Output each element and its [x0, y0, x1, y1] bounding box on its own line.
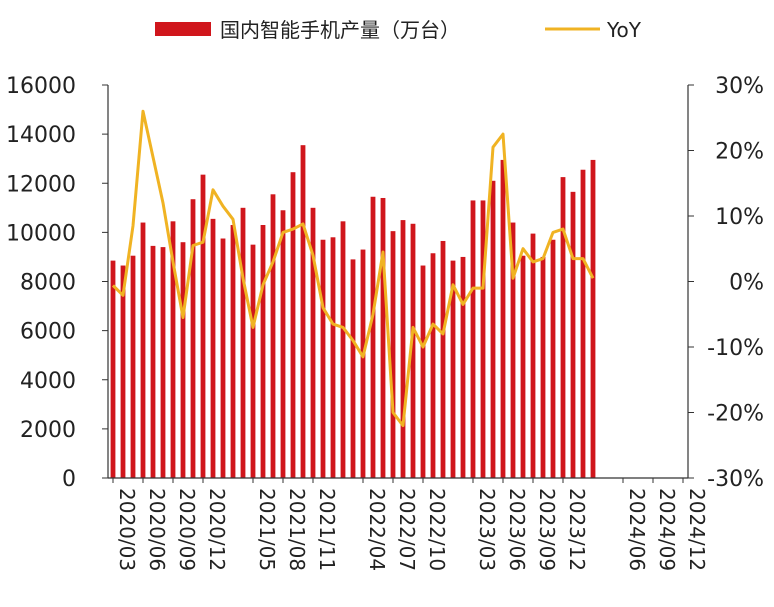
bar — [160, 247, 166, 478]
x-tick-label: 2020/12 — [205, 488, 229, 571]
bar — [390, 231, 396, 478]
bar — [210, 218, 216, 478]
x-tick-label: 2024/06 — [625, 488, 649, 571]
bar — [360, 249, 366, 478]
y-left-tick-label: 12000 — [6, 172, 76, 197]
bar — [460, 256, 466, 478]
bar — [470, 200, 476, 478]
bar — [240, 207, 246, 478]
bar — [120, 265, 126, 478]
y-left-tick-label: 10000 — [6, 221, 76, 246]
bar — [230, 225, 236, 478]
y-right-tick-label: -30% — [707, 467, 764, 492]
x-tick-label: 2020/06 — [145, 488, 169, 571]
y-left-tick-label: 0 — [62, 467, 76, 492]
bar — [550, 239, 556, 478]
bar — [350, 259, 356, 478]
bar — [590, 159, 596, 478]
x-tick-label: 2023/06 — [505, 488, 529, 571]
x-tick-label: 2023/03 — [475, 488, 499, 571]
bar — [220, 238, 226, 478]
bar — [410, 223, 416, 478]
bars-group — [110, 145, 596, 479]
bar — [400, 220, 406, 478]
yoy-line — [111, 109, 595, 428]
yoy-line-group — [111, 109, 595, 428]
y-left-tick-label: 8000 — [20, 271, 76, 296]
bar — [280, 210, 286, 479]
x-tick-label: 2024/09 — [655, 488, 679, 571]
y-left-tick-label: 14000 — [6, 123, 76, 148]
bar — [520, 255, 526, 478]
bar — [500, 159, 506, 478]
x-tick-label: 2023/09 — [535, 488, 559, 571]
y-left-tick-label: 2000 — [20, 418, 76, 443]
x-tick-label: 2020/03 — [115, 488, 139, 571]
bar — [260, 225, 266, 478]
x-tick-label: 2021/05 — [255, 488, 279, 571]
x-tick-label: 2022/07 — [395, 488, 419, 571]
bar — [170, 221, 176, 478]
bar — [370, 196, 376, 478]
y-left-tick-label: 16000 — [6, 74, 76, 99]
bar — [270, 194, 276, 478]
bar — [320, 239, 326, 478]
y-right-tick-label: 20% — [715, 140, 764, 165]
bar — [310, 207, 316, 478]
bar — [330, 237, 336, 478]
x-tick-label: 2021/08 — [285, 488, 309, 571]
y-right-tick-label: -20% — [707, 402, 764, 427]
bar — [580, 169, 586, 478]
bar — [450, 260, 456, 478]
bar — [340, 221, 346, 478]
y-right-tick-label: -10% — [707, 336, 764, 361]
bar — [560, 177, 566, 478]
x-tick-label: 2024/12 — [685, 488, 709, 571]
legend-label-production: 国内智能手机产量（万台） — [220, 18, 460, 42]
x-tick-label: 2021/11 — [315, 488, 339, 571]
bar — [250, 244, 256, 478]
y-left-tick-label: 6000 — [20, 320, 76, 345]
bar — [540, 256, 546, 478]
x-tick-label: 2020/09 — [175, 488, 199, 571]
bar — [380, 197, 386, 479]
x-tick-label: 2022/10 — [425, 488, 449, 571]
bar — [300, 145, 306, 478]
bar — [490, 180, 496, 478]
bar — [200, 174, 206, 478]
bar — [130, 255, 136, 478]
bar — [180, 242, 186, 478]
bar — [150, 245, 156, 478]
bar — [110, 260, 116, 478]
bar — [290, 172, 296, 478]
y-right-tick-label: 10% — [715, 205, 764, 230]
bar — [530, 233, 536, 478]
bar — [420, 265, 426, 478]
y-right-tick-label: 0% — [729, 271, 764, 296]
y-right-tick-label: 30% — [715, 74, 764, 99]
bar — [480, 200, 486, 478]
bar — [190, 199, 196, 478]
bar — [430, 253, 436, 478]
legend: 国内智能手机产量（万台） YoY — [155, 18, 642, 42]
legend-swatch-production — [155, 22, 211, 36]
axes-group: 0 2000 4000 6000 8000 10000 12000 14000 16000 -30… — [6, 74, 764, 571]
bar — [570, 191, 576, 479]
bar — [140, 222, 146, 478]
bar — [440, 240, 446, 478]
bar — [510, 222, 516, 478]
y-left-tick-label: 4000 — [20, 369, 76, 394]
x-tick-label: 2023/12 — [565, 488, 589, 571]
legend-label-yoy: YoY — [606, 18, 642, 42]
x-tick-label: 2022/04 — [365, 488, 389, 571]
